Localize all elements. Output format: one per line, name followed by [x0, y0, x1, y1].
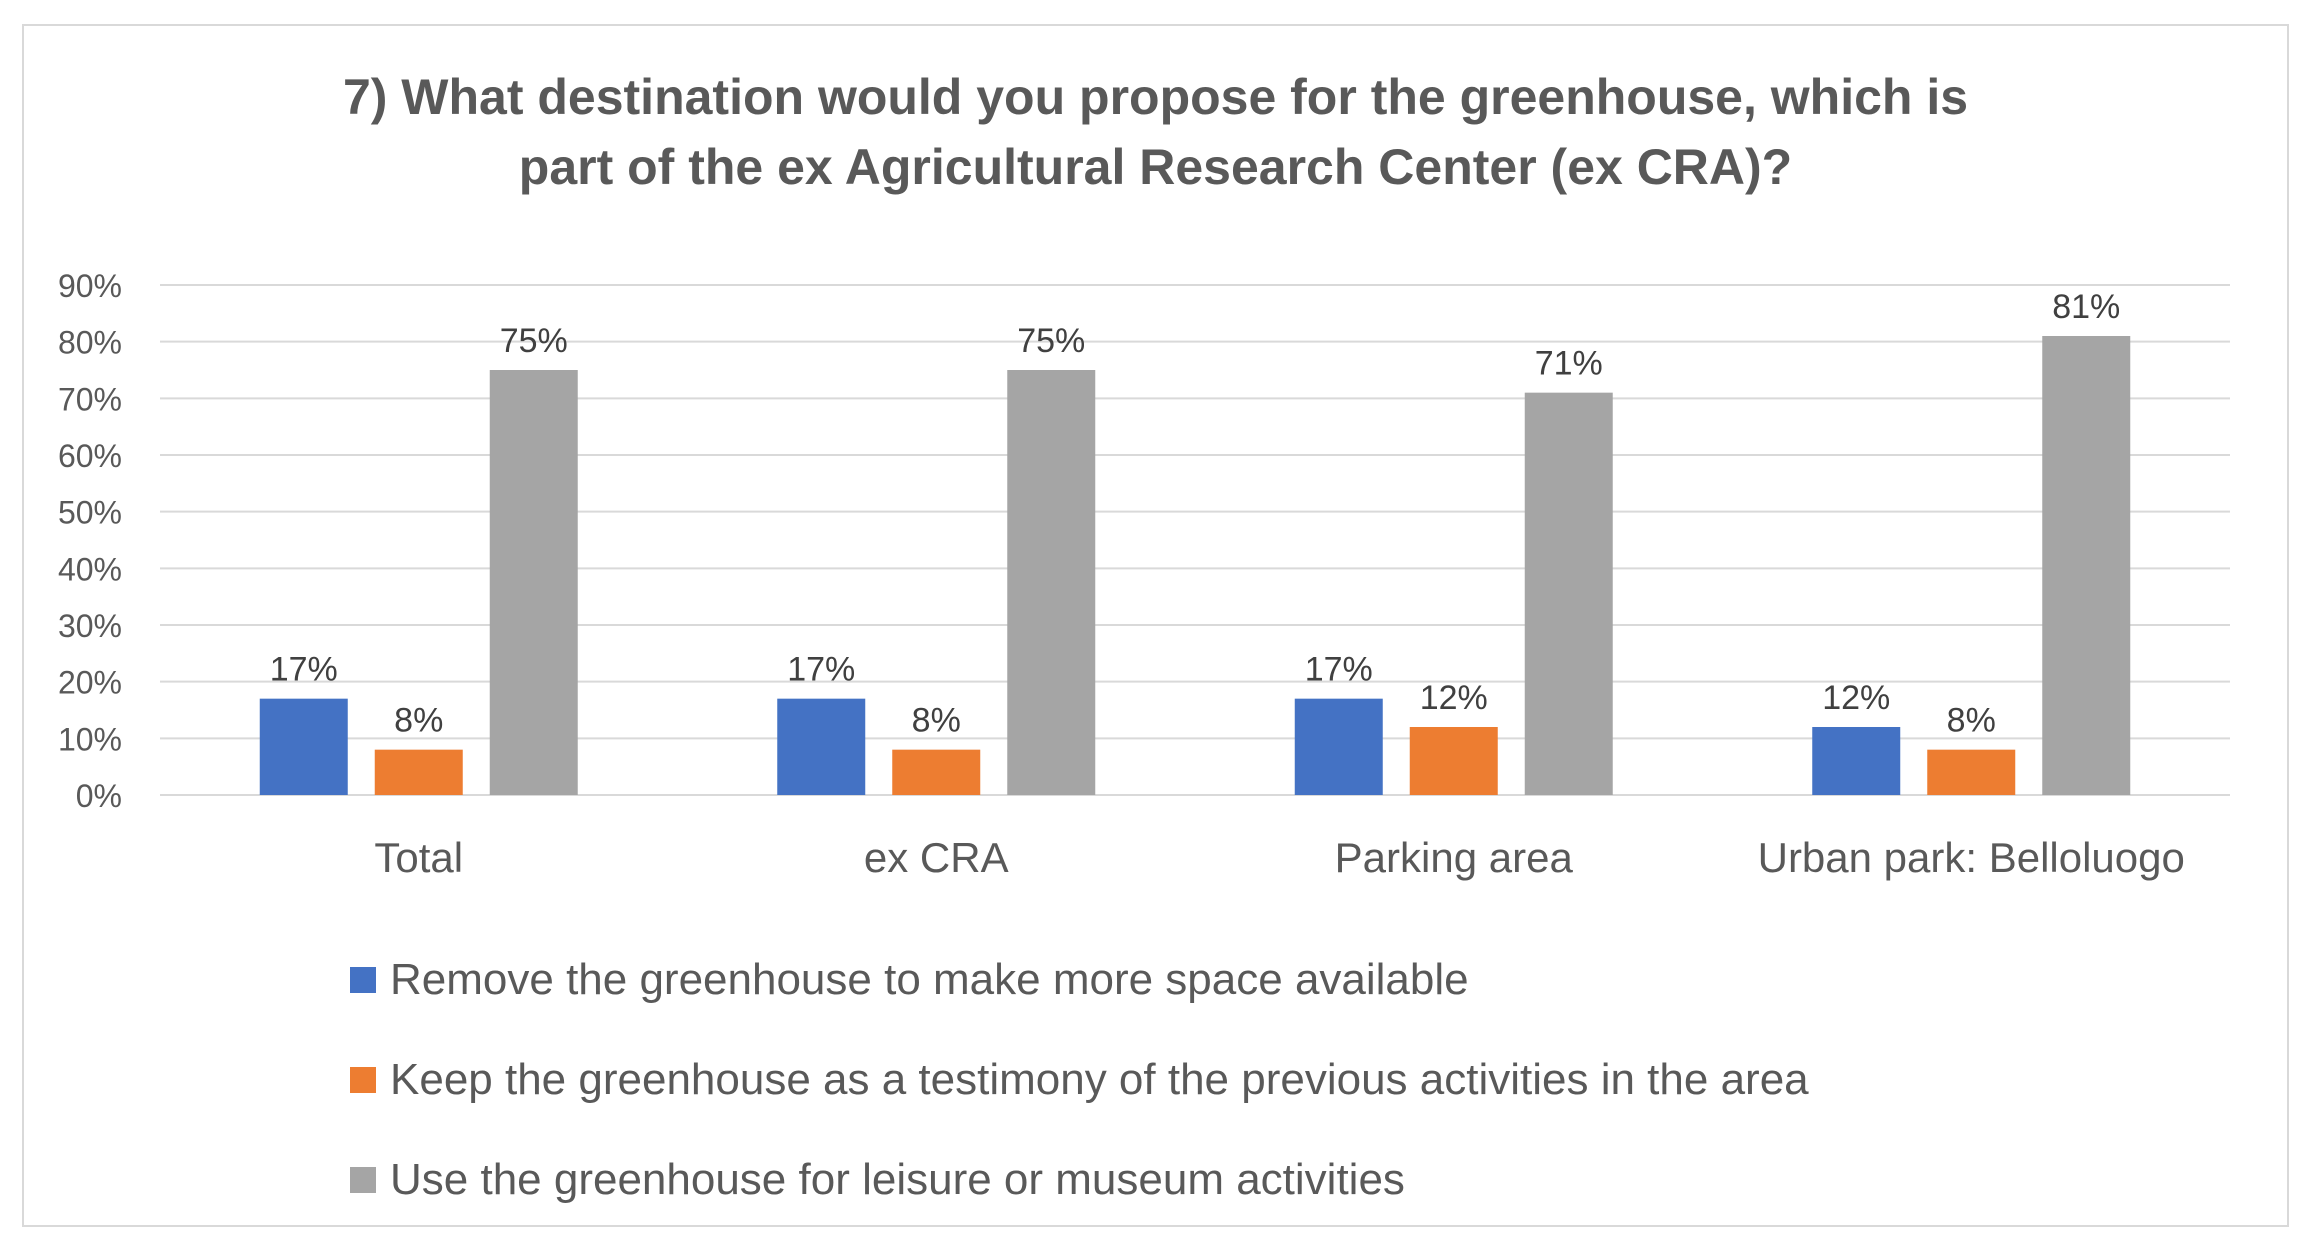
bar-series1-cat0: [374, 749, 463, 795]
bar-series0-cat0: [259, 698, 348, 795]
y-tick-label: 80%: [58, 325, 122, 361]
x-category-label: ex CRA: [864, 834, 1009, 881]
data-label: 8%: [912, 702, 961, 740]
y-tick-label: 0%: [76, 778, 122, 814]
x-category-label: Parking area: [1335, 834, 1574, 881]
data-label: 12%: [1822, 679, 1890, 717]
y-tick-label: 40%: [58, 551, 122, 587]
bar-series0-cat1: [777, 698, 866, 795]
legend-label-use: Use the greenhouse for leisure or museum…: [390, 1155, 1405, 1204]
bar-series2-cat2: [1524, 392, 1613, 795]
data-label: 75%: [1017, 322, 1085, 360]
y-tick-label: 20%: [58, 665, 122, 701]
bar-series2-cat3: [2042, 336, 2131, 795]
legend-item-use: Use the greenhouse for leisure or museum…: [350, 1130, 1809, 1230]
y-tick-label: 50%: [58, 495, 122, 531]
data-label: 17%: [270, 651, 338, 689]
bar-series2-cat0: [489, 370, 578, 795]
data-label: 75%: [500, 322, 568, 360]
x-category-label: Total: [374, 834, 463, 881]
legend-item-keep: Keep the greenhouse as a testimony of th…: [350, 1030, 1809, 1130]
data-label: 71%: [1535, 345, 1603, 383]
y-tick-label: 90%: [58, 268, 122, 304]
data-label: 81%: [2052, 288, 2120, 326]
bar-series0-cat3: [1812, 727, 1901, 795]
data-label: 8%: [1947, 702, 1996, 740]
legend-label-keep: Keep the greenhouse as a testimony of th…: [390, 1055, 1809, 1104]
data-label: 8%: [394, 702, 443, 740]
bar-series1-cat1: [892, 749, 981, 795]
y-tick-label: 60%: [58, 438, 122, 474]
legend-label-remove: Remove the greenhouse to make more space…: [390, 955, 1469, 1004]
y-tick-label: 10%: [58, 721, 122, 757]
legend-swatch-orange: [350, 1067, 376, 1093]
chart-legend: Remove the greenhouse to make more space…: [350, 930, 1809, 1230]
bar-series1-cat3: [1927, 749, 2016, 795]
legend-swatch-blue: [350, 967, 376, 993]
y-tick-label: 30%: [58, 608, 122, 644]
chart-title-line-2: part of the ex Agricultural Research Cen…: [518, 139, 1793, 195]
x-category-label: Urban park: Belloluogo: [1758, 834, 2185, 881]
bar-series0-cat2: [1294, 698, 1383, 795]
data-label: 12%: [1420, 679, 1488, 717]
bar-series2-cat1: [1007, 370, 1096, 795]
chart-title: 7) What destination would you propose fo…: [0, 62, 2311, 202]
data-label: 17%: [787, 651, 855, 689]
legend-item-remove: Remove the greenhouse to make more space…: [350, 930, 1809, 1030]
bar-series1-cat2: [1409, 727, 1498, 795]
legend-swatch-gray: [350, 1167, 376, 1193]
y-tick-label: 70%: [58, 381, 122, 417]
chart-title-line-1: 7) What destination would you propose fo…: [342, 69, 1969, 125]
data-label: 17%: [1305, 651, 1373, 689]
